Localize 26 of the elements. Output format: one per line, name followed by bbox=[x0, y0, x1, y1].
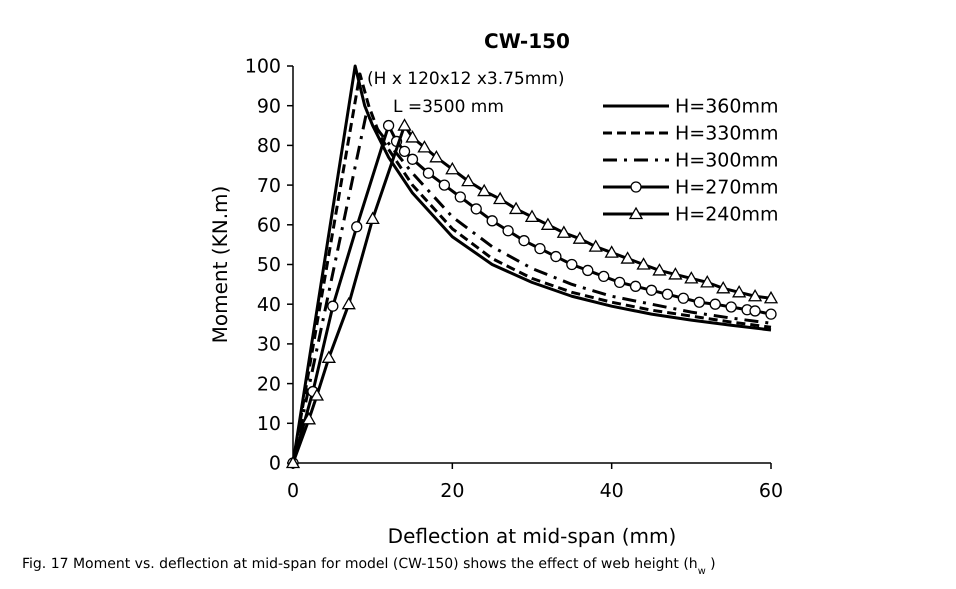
annotation: (H x 120x12 x3.75mm) bbox=[367, 69, 564, 89]
legend-label: H=240mm bbox=[675, 204, 778, 226]
y-tick-label: 60 bbox=[256, 214, 281, 236]
legend-label: H=330mm bbox=[675, 122, 778, 145]
y-tick-label: 10 bbox=[256, 412, 281, 435]
x-tick-label: 40 bbox=[600, 480, 624, 502]
y-tick-label: 70 bbox=[256, 174, 281, 197]
x-tick-label: 20 bbox=[440, 480, 464, 502]
legend-label: H=270mm bbox=[675, 176, 778, 199]
legend-label: H=300mm bbox=[675, 150, 778, 172]
caption: Fig. 17 Moment vs. deflection at mid-span for model (CW-150) shows the effect of web height (h$_{w}$) bbox=[22, 556, 716, 576]
y-tick-label: 80 bbox=[256, 135, 281, 158]
y-tick-label: 100 bbox=[244, 56, 281, 78]
y-tick-label: 90 bbox=[256, 95, 281, 118]
y-tick-label: 50 bbox=[256, 254, 281, 276]
annotation: L =3500 mm bbox=[393, 97, 504, 117]
x-tick-label: 60 bbox=[758, 480, 784, 502]
y-axis-title: Moment (KN.m) bbox=[208, 186, 232, 344]
y-tick-label: 30 bbox=[256, 334, 281, 356]
chart-title: CW-150 bbox=[484, 29, 570, 53]
legend-label: H=360mm bbox=[675, 96, 778, 118]
x-axis-title: Deflection at mid-span (mm) bbox=[388, 524, 676, 548]
x-tick-label: 0 bbox=[286, 480, 300, 502]
y-tick-label: 40 bbox=[256, 294, 281, 316]
y-tick-label: 20 bbox=[256, 373, 281, 396]
y-tick-label: 0 bbox=[268, 452, 281, 475]
